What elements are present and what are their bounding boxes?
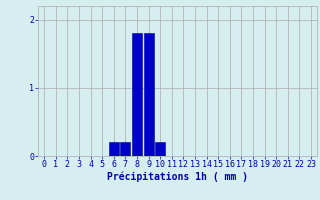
X-axis label: Précipitations 1h ( mm ): Précipitations 1h ( mm ) [107,172,248,182]
Bar [132,33,142,156]
Bar [120,142,130,156]
Bar [144,33,154,156]
Bar [155,142,165,156]
Bar [109,142,119,156]
